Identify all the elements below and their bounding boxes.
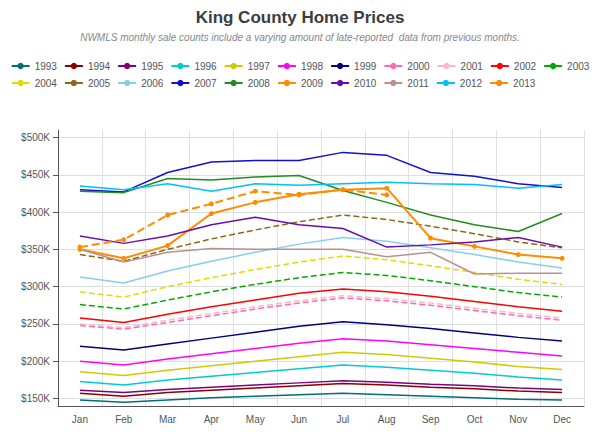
svg-text:Nov: Nov [509,414,527,425]
svg-text:Feb: Feb [115,414,133,425]
svg-text:$450K: $450K [21,169,50,180]
svg-text:2002: 2002 [514,61,537,72]
svg-text:2004: 2004 [35,78,58,89]
svg-text:2008: 2008 [248,78,271,89]
svg-text:$500K: $500K [21,132,50,143]
svg-text:Mar: Mar [159,414,177,425]
svg-text:$200K: $200K [21,356,50,367]
svg-text:Aug: Aug [378,414,396,425]
svg-text:Sep: Sep [422,414,440,425]
svg-text:1996: 1996 [194,61,217,72]
svg-text:2005: 2005 [88,78,111,89]
svg-text:May: May [246,414,265,425]
svg-text:King County Home Prices: King County Home Prices [196,8,405,27]
svg-text:Jun: Jun [291,414,307,425]
svg-text:1993: 1993 [35,61,58,72]
svg-text:$150K: $150K [21,393,50,404]
svg-text:2012: 2012 [460,78,483,89]
svg-text:2007: 2007 [194,78,217,89]
svg-text:Dec: Dec [553,414,571,425]
svg-text:2000: 2000 [407,61,430,72]
svg-text:2006: 2006 [141,78,164,89]
svg-text:1994: 1994 [88,61,111,72]
svg-text:Apr: Apr [204,414,220,425]
svg-text:Jan: Jan [72,414,88,425]
svg-text:2009: 2009 [301,78,324,89]
svg-text:Jul: Jul [337,414,350,425]
svg-text:1995: 1995 [141,61,164,72]
svg-text:1997: 1997 [248,61,271,72]
svg-text:2013: 2013 [513,78,536,89]
svg-text:$300K: $300K [21,281,50,292]
svg-text:NWMLS monthly sale counts incl: NWMLS monthly sale counts include a vary… [80,32,520,43]
svg-text:2001: 2001 [461,61,484,72]
svg-text:2003: 2003 [567,61,590,72]
svg-text:1999: 1999 [354,61,377,72]
svg-text:$400K: $400K [21,207,50,218]
svg-text:$350K: $350K [21,244,50,255]
svg-text:$250K: $250K [21,318,50,329]
svg-text:2010: 2010 [354,78,377,89]
svg-text:1998: 1998 [301,61,324,72]
svg-text:2011: 2011 [407,78,429,89]
svg-text:Oct: Oct [467,414,483,425]
